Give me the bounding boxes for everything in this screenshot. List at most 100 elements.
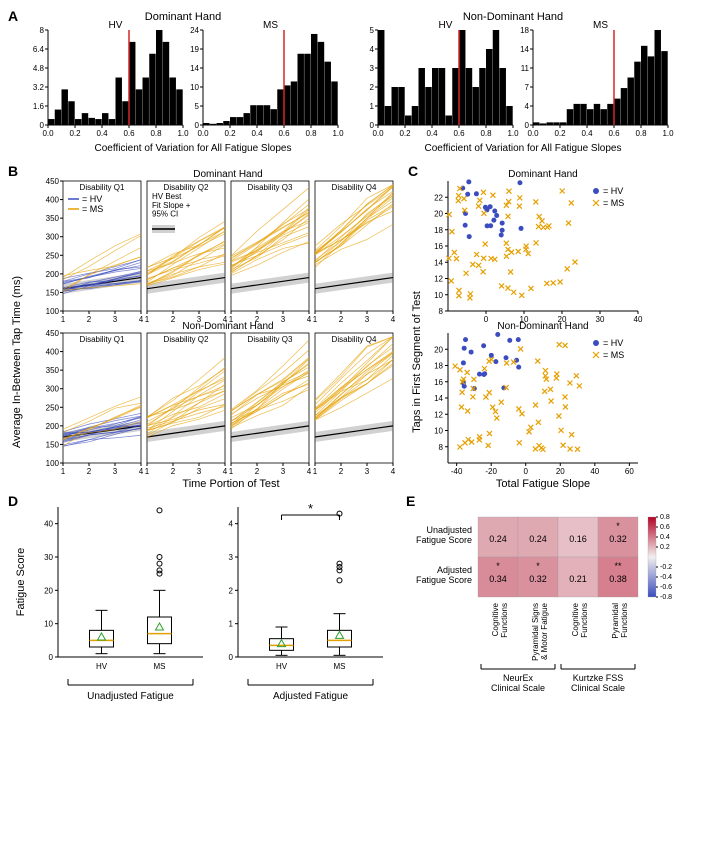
svg-text:14: 14 (190, 64, 199, 73)
svg-text:1.0: 1.0 (662, 129, 674, 138)
svg-text:350: 350 (46, 214, 60, 223)
svg-text:0.2: 0.2 (224, 129, 236, 138)
svg-text:0.6: 0.6 (278, 129, 290, 138)
svg-text:10: 10 (44, 620, 53, 629)
svg-text:2: 2 (370, 83, 375, 92)
svg-text:1.6: 1.6 (33, 102, 45, 111)
svg-text:10: 10 (190, 83, 199, 92)
svg-text:UnadjustedFatigue Score: UnadjustedFatigue Score (416, 525, 472, 545)
svg-text:350: 350 (46, 366, 60, 375)
svg-text:1.0: 1.0 (332, 129, 344, 138)
svg-text:= HV: = HV (82, 194, 102, 204)
svg-text:0.21: 0.21 (569, 574, 587, 584)
svg-text:Disability Q1: Disability Q1 (80, 183, 125, 192)
svg-text:Adjusted Fatigue: Adjusted Fatigue (273, 691, 348, 702)
svg-text:0.24: 0.24 (489, 534, 507, 544)
svg-text:7: 7 (525, 83, 530, 92)
panel-bc: Average In-Between Tap Time (ms)Dominant… (8, 163, 700, 493)
svg-text:3: 3 (365, 315, 370, 324)
svg-text:4: 4 (139, 315, 144, 324)
svg-text:30: 30 (44, 553, 53, 562)
svg-text:5: 5 (370, 26, 375, 35)
svg-text:Non-Dominant Hand: Non-Dominant Hand (463, 11, 563, 23)
svg-text:18: 18 (434, 362, 443, 371)
svg-text:2: 2 (339, 467, 344, 476)
svg-text:450: 450 (46, 177, 60, 186)
svg-text:Disability Q3: Disability Q3 (248, 335, 293, 344)
svg-text:Kurtzke FSSClinical Scale: Kurtzke FSSClinical Scale (571, 673, 625, 693)
svg-text:250: 250 (46, 403, 60, 412)
svg-text:0.24: 0.24 (529, 534, 547, 544)
svg-text:400: 400 (46, 348, 60, 357)
svg-text:150: 150 (46, 440, 60, 449)
svg-text:100: 100 (46, 307, 60, 316)
svg-text:1: 1 (313, 315, 318, 324)
svg-text:-20: -20 (485, 467, 497, 476)
svg-text:2: 2 (229, 586, 234, 595)
svg-text:2: 2 (171, 315, 176, 324)
svg-text:12: 12 (434, 275, 443, 284)
svg-text:Disability Q4: Disability Q4 (332, 335, 377, 344)
svg-text:Disability Q2: Disability Q2 (164, 335, 209, 344)
svg-text:Dominant Hand: Dominant Hand (508, 169, 577, 180)
svg-text:14: 14 (520, 45, 529, 54)
svg-text:0.8: 0.8 (635, 129, 647, 138)
svg-text:11: 11 (521, 64, 530, 73)
svg-text:60: 60 (625, 467, 634, 476)
panel-c-label: C (408, 163, 418, 179)
svg-text:300: 300 (46, 385, 60, 394)
svg-text:450: 450 (46, 329, 60, 338)
svg-text:3: 3 (229, 553, 234, 562)
svg-text:0: 0 (524, 467, 529, 476)
svg-text:30: 30 (596, 315, 605, 324)
svg-text:1: 1 (61, 315, 66, 324)
svg-text:300: 300 (46, 233, 60, 242)
svg-text:*: * (496, 561, 500, 571)
svg-text:0.16: 0.16 (569, 534, 587, 544)
svg-text:4: 4 (370, 45, 375, 54)
svg-text:MS: MS (154, 662, 166, 671)
svg-text:0.32: 0.32 (609, 534, 627, 544)
svg-text:1: 1 (370, 102, 375, 111)
svg-text:0.38: 0.38 (609, 574, 627, 584)
svg-text:**: ** (614, 561, 622, 571)
svg-text:Non-Dominant Hand: Non-Dominant Hand (497, 321, 588, 332)
svg-text:0.6: 0.6 (123, 129, 135, 138)
svg-text:14: 14 (434, 394, 443, 403)
svg-text:= MS: = MS (82, 204, 103, 214)
svg-text:HV: HV (276, 662, 288, 671)
panel-a-label: A (8, 8, 18, 24)
svg-text:3: 3 (281, 315, 286, 324)
svg-text:PyramidalFunctions: PyramidalFunctions (611, 603, 629, 639)
svg-text:Disability Q1: Disability Q1 (80, 335, 125, 344)
svg-text:6.4: 6.4 (33, 45, 45, 54)
svg-text:0.4: 0.4 (660, 534, 670, 541)
svg-text:Time Portion of Test: Time Portion of Test (182, 478, 279, 490)
svg-text:1: 1 (145, 315, 150, 324)
svg-text:200: 200 (46, 270, 60, 279)
svg-text:24: 24 (190, 26, 199, 35)
svg-text:3: 3 (281, 467, 286, 476)
svg-text:2: 2 (171, 467, 176, 476)
svg-text:19: 19 (190, 45, 199, 54)
svg-text:4: 4 (223, 467, 228, 476)
svg-text:10: 10 (434, 291, 443, 300)
svg-text:2: 2 (339, 315, 344, 324)
panel-d-label: D (8, 493, 18, 509)
svg-text:HV: HV (96, 662, 108, 671)
svg-text:1: 1 (229, 620, 234, 629)
svg-text:HV BestFit Slope +95% CI: HV BestFit Slope +95% CI (152, 192, 191, 219)
svg-text:0.8: 0.8 (480, 129, 492, 138)
svg-text:0.32: 0.32 (529, 574, 547, 584)
svg-text:Disability Q4: Disability Q4 (332, 183, 377, 192)
svg-text:1: 1 (61, 467, 66, 476)
svg-text:-0.4: -0.4 (660, 574, 672, 581)
svg-text:1.0: 1.0 (177, 129, 189, 138)
svg-text:-0.8: -0.8 (660, 594, 672, 601)
svg-text:20: 20 (434, 345, 443, 354)
svg-text:4.8: 4.8 (33, 64, 45, 73)
svg-text:8: 8 (40, 26, 45, 35)
svg-text:MS: MS (263, 20, 278, 31)
svg-text:0.0: 0.0 (527, 129, 539, 138)
svg-text:0.4: 0.4 (426, 129, 438, 138)
